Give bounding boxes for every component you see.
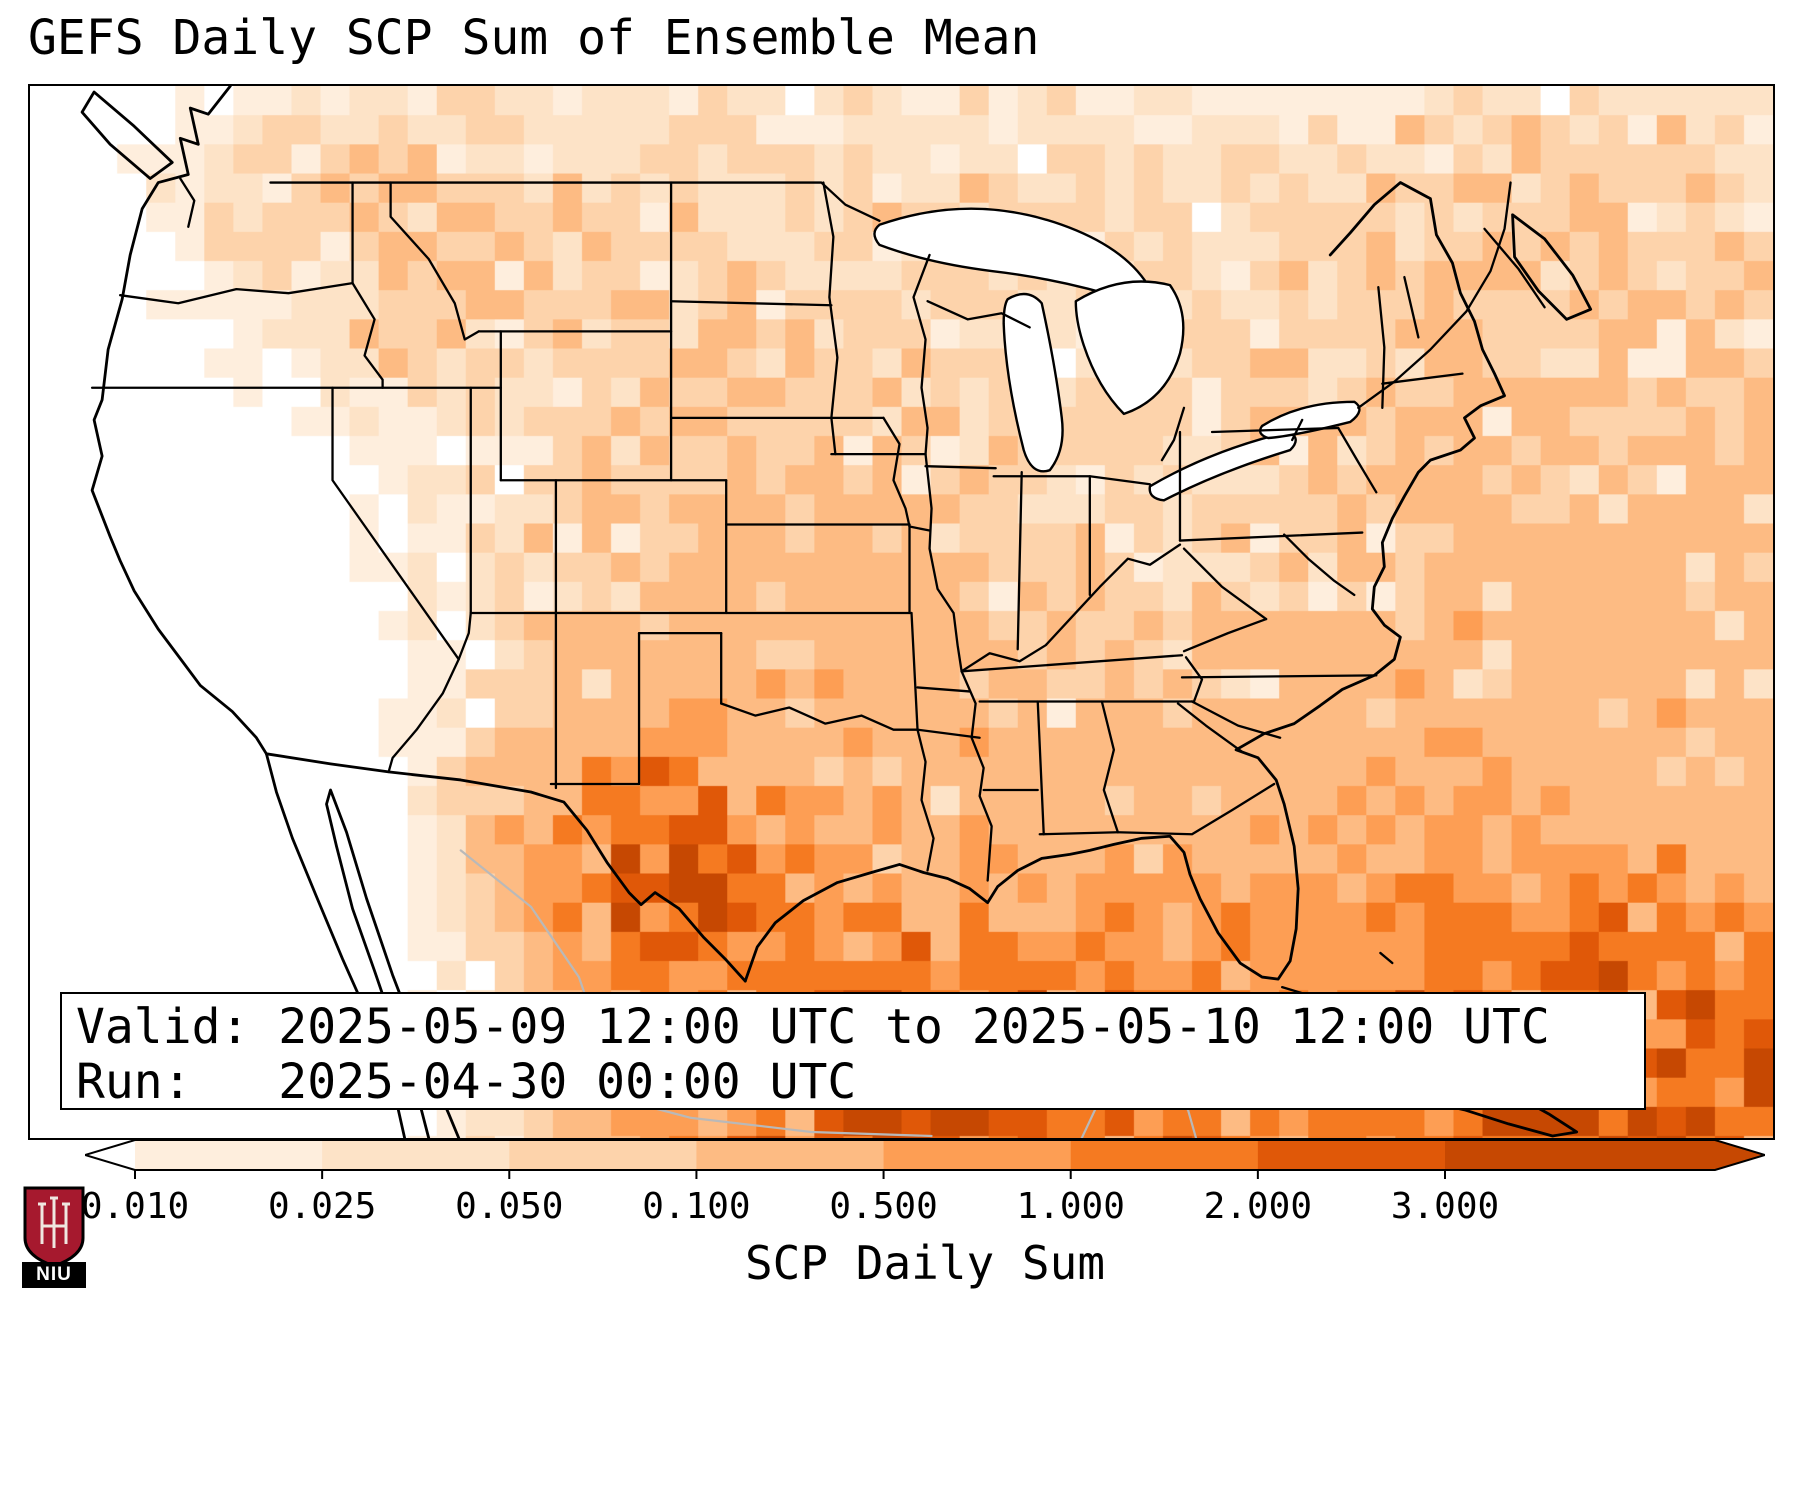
colorbar	[81, 1139, 1769, 1182]
colorbar-tick: 0.100	[642, 1186, 751, 1227]
colorbar-svg	[81, 1139, 1769, 1179]
colorbar-tick: 3.000	[1390, 1186, 1500, 1227]
valid-time-text: Valid: 2025-05-09 12:00 UTC to 2025-05-1…	[76, 999, 1550, 1055]
colorbar-tick: 2.000	[1203, 1186, 1313, 1227]
map-panel: Valid: 2025-05-09 12:00 UTC to 2025-05-1…	[28, 84, 1775, 1140]
colorbar-tick: 0.025	[267, 1186, 377, 1227]
colorbar-tick: 0.500	[829, 1186, 938, 1227]
colorbar-tick: 1.000	[1016, 1186, 1125, 1227]
niu-logo-text: NIU	[22, 1262, 86, 1288]
colorbar-tick: 0.010	[80, 1186, 190, 1227]
niu-logo: NIU	[22, 1186, 86, 1290]
great-lakes	[873, 207, 1361, 502]
page-title: GEFS Daily SCP Sum of Ensemble Mean	[28, 10, 1040, 66]
colorbar-label: SCP Daily Sum	[744, 1236, 1106, 1290]
mexico-border	[265, 752, 747, 983]
info-box: Valid: 2025-05-09 12:00 UTC to 2025-05-1…	[60, 992, 1646, 1110]
run-time-text: Run: 2025-04-30 00:00 UTC	[76, 1054, 857, 1110]
map-borders	[80, 86, 1593, 1138]
state-borders	[90, 181, 1464, 882]
colorbar-tick: 0.050	[455, 1186, 564, 1227]
